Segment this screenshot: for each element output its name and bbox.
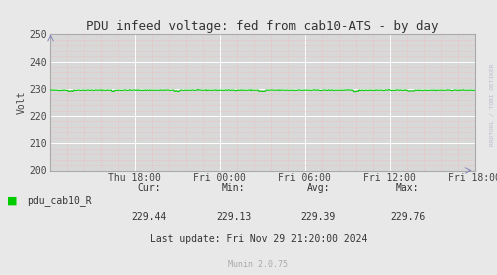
Text: 229.39: 229.39	[301, 212, 335, 222]
Text: Cur:: Cur:	[137, 183, 161, 193]
Text: Munin 2.0.75: Munin 2.0.75	[229, 260, 288, 269]
Text: 229.44: 229.44	[132, 212, 166, 222]
Text: Avg:: Avg:	[306, 183, 330, 193]
Text: RRDTOOL / TOBI OETIKER: RRDTOOL / TOBI OETIKER	[490, 63, 495, 146]
Title: PDU infeed voltage: fed from cab10-ATS - by day: PDU infeed voltage: fed from cab10-ATS -…	[86, 20, 438, 33]
Text: 229.13: 229.13	[216, 212, 251, 222]
Text: 229.76: 229.76	[390, 212, 425, 222]
Y-axis label: Volt: Volt	[16, 91, 26, 114]
Text: Min:: Min:	[222, 183, 246, 193]
Text: pdu_cab10_R: pdu_cab10_R	[27, 195, 92, 206]
Text: Last update: Fri Nov 29 21:20:00 2024: Last update: Fri Nov 29 21:20:00 2024	[150, 234, 367, 244]
Text: Max:: Max:	[396, 183, 419, 193]
Text: ■: ■	[7, 196, 18, 206]
